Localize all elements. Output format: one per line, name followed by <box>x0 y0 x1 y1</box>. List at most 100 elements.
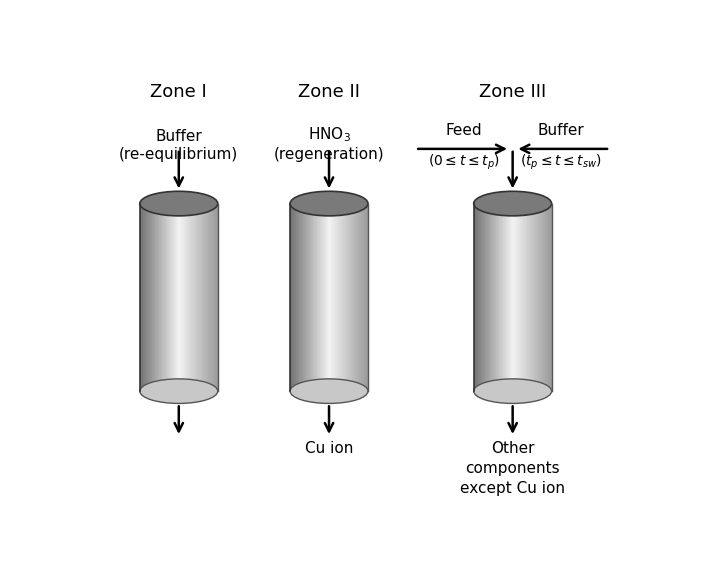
Bar <box>514 204 515 391</box>
Bar <box>195 204 196 391</box>
Bar <box>484 204 485 391</box>
Text: Other
components
except Cu ion: Other components except Cu ion <box>460 441 565 496</box>
Bar <box>541 204 542 391</box>
Bar <box>166 204 167 391</box>
Bar <box>307 204 308 391</box>
Bar <box>479 204 480 391</box>
Bar <box>181 204 182 391</box>
Bar <box>324 204 325 391</box>
Bar <box>531 204 532 391</box>
Bar <box>493 204 494 391</box>
Bar <box>345 204 346 391</box>
Bar <box>548 204 549 391</box>
Bar <box>342 204 343 391</box>
Bar <box>549 204 550 391</box>
Bar <box>200 204 201 391</box>
Bar <box>301 204 302 391</box>
Bar <box>492 204 493 391</box>
Bar <box>158 204 159 391</box>
Bar <box>292 204 293 391</box>
Bar <box>534 204 535 391</box>
Text: Zone I: Zone I <box>150 83 208 101</box>
Bar <box>187 204 188 391</box>
Bar <box>341 204 342 391</box>
Bar <box>351 204 352 391</box>
Bar <box>547 204 548 391</box>
Bar <box>344 204 345 391</box>
Bar <box>205 204 206 391</box>
Bar <box>333 204 334 391</box>
Bar <box>365 204 366 391</box>
Bar <box>509 204 510 391</box>
Bar <box>496 204 497 391</box>
Bar <box>208 204 209 391</box>
Bar <box>353 204 354 391</box>
Bar <box>143 204 144 391</box>
Bar <box>530 204 531 391</box>
Bar <box>356 204 357 391</box>
Bar <box>521 204 522 391</box>
Text: Buffer: Buffer <box>155 129 202 144</box>
Bar <box>507 204 508 391</box>
Bar <box>190 204 191 391</box>
Bar <box>362 204 363 391</box>
Bar <box>193 204 194 391</box>
Text: (re-equilibrium): (re-equilibrium) <box>119 147 238 162</box>
Bar <box>491 204 492 391</box>
Bar <box>546 204 547 391</box>
Bar <box>203 204 204 391</box>
Bar <box>515 204 516 391</box>
Bar <box>304 204 305 391</box>
Bar <box>544 204 546 391</box>
Bar <box>321 204 322 391</box>
Bar <box>148 204 149 391</box>
Bar <box>523 204 524 391</box>
Bar <box>347 204 348 391</box>
Bar <box>526 204 527 391</box>
Bar <box>350 204 351 391</box>
Bar <box>189 204 190 391</box>
Bar <box>302 204 303 391</box>
Bar <box>339 204 340 391</box>
Bar <box>522 204 523 391</box>
Bar <box>161 204 162 391</box>
Bar <box>490 204 491 391</box>
Bar <box>145 204 146 391</box>
Bar <box>162 204 163 391</box>
Bar <box>506 204 507 391</box>
Bar <box>540 204 541 391</box>
Bar <box>476 204 477 391</box>
Bar <box>167 204 168 391</box>
Bar <box>334 204 335 391</box>
Bar <box>180 204 181 391</box>
Bar <box>504 204 505 391</box>
Ellipse shape <box>290 379 368 404</box>
Bar <box>511 204 512 391</box>
Bar <box>533 204 534 391</box>
Bar <box>216 204 217 391</box>
Bar <box>294 204 295 391</box>
Bar <box>330 204 332 391</box>
Bar <box>360 204 361 391</box>
Bar <box>308 204 309 391</box>
Bar <box>488 204 489 391</box>
Bar <box>298 204 299 391</box>
Bar <box>337 204 338 391</box>
Bar <box>349 204 350 391</box>
Bar <box>358 204 360 391</box>
Bar <box>483 204 484 391</box>
Text: Buffer: Buffer <box>538 123 584 137</box>
Bar <box>176 204 177 391</box>
Bar <box>512 204 513 391</box>
Bar <box>315 204 316 391</box>
Ellipse shape <box>474 379 551 404</box>
Bar <box>306 204 307 391</box>
Bar <box>303 204 304 391</box>
Text: Cu ion: Cu ion <box>305 441 353 456</box>
Bar <box>348 204 349 391</box>
Bar <box>525 204 526 391</box>
Bar <box>485 204 486 391</box>
Bar <box>185 204 186 391</box>
Bar <box>314 204 315 391</box>
Ellipse shape <box>290 191 368 216</box>
